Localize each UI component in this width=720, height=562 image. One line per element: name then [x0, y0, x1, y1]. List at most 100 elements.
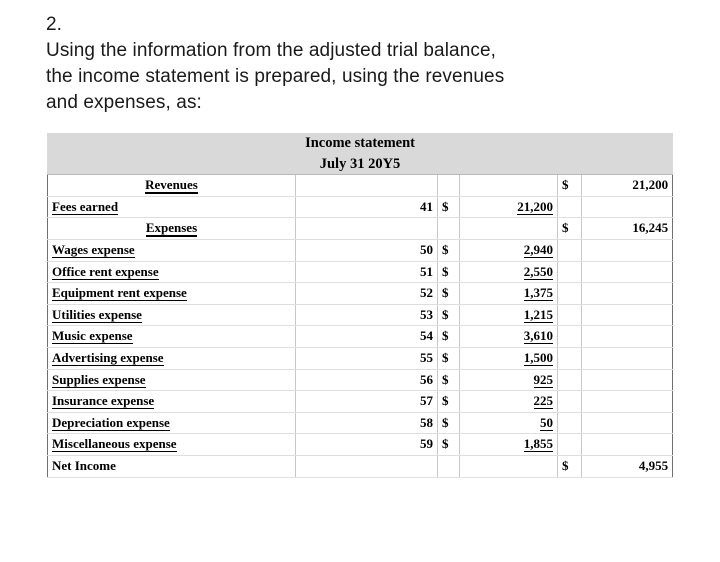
account-number: 41 — [295, 196, 438, 219]
total-value — [580, 196, 674, 219]
total-value: 4,955 — [580, 454, 674, 478]
label-text: Wages expense — [52, 241, 135, 258]
total-currency-symbol — [557, 304, 582, 327]
account-label: Depreciation expense — [47, 412, 296, 435]
label-text: Utilities expense — [52, 306, 142, 323]
label-text: Insurance expense — [52, 393, 155, 410]
statement-row: Miscellaneous expense 59 $1,855 — [47, 433, 674, 456]
statement-row: Fees earned 41 $21,200 — [47, 196, 674, 219]
total-currency-symbol — [557, 325, 582, 348]
statement-row: Music expense 54 $3,610 — [47, 325, 674, 348]
statement-row: Advertising expense 55 $1,500 — [47, 347, 674, 370]
total-value: 16,245 — [580, 217, 674, 240]
total-value — [580, 304, 674, 327]
currency-symbol — [437, 174, 460, 197]
amount-value: 1,375 — [459, 282, 558, 305]
statement-grid: Income statement July 31 20Y5 Revenues $2… — [46, 133, 674, 478]
total-currency-symbol — [557, 390, 582, 413]
account-number: 51 — [295, 261, 438, 284]
total-value — [580, 261, 674, 284]
account-label: Supplies expense — [47, 369, 296, 392]
total-value — [580, 325, 674, 348]
amount-text: 2,550 — [523, 263, 553, 280]
currency-symbol: $ — [437, 282, 460, 305]
amount-text: 225 — [533, 393, 553, 410]
amount-text: 2,940 — [523, 241, 553, 258]
total-currency-symbol — [557, 196, 582, 219]
account-number: 52 — [295, 282, 438, 305]
total-value — [580, 282, 674, 305]
amount-value: 21,200 — [459, 196, 558, 219]
label-text: Miscellaneous expense — [52, 436, 177, 453]
account-number — [295, 454, 438, 478]
amount-value — [459, 217, 558, 240]
total-value — [580, 369, 674, 392]
amount-value: 1,500 — [459, 347, 558, 370]
question-number: 2. — [46, 14, 63, 35]
question-text: Using the information from the adjusted … — [46, 40, 505, 113]
account-number: 54 — [295, 325, 438, 348]
total-value — [580, 433, 674, 456]
label-text: Revenues — [145, 177, 198, 195]
currency-symbol: $ — [437, 325, 460, 348]
currency-symbol: $ — [437, 433, 460, 456]
total-value — [580, 239, 674, 262]
amount-text: 50 — [540, 414, 553, 431]
label-text: Advertising expense — [52, 349, 164, 366]
statement-row: Office rent expense 51 $2,550 — [47, 261, 674, 284]
account-number: 53 — [295, 304, 438, 327]
account-label: Equipment rent expense — [47, 282, 296, 305]
total-currency-symbol: $ — [557, 174, 582, 197]
label-text: Music expense — [52, 328, 133, 345]
currency-symbol: $ — [437, 261, 460, 284]
statement-row: Utilities expense 53 $1,215 — [47, 304, 674, 327]
label-text: Office rent expense — [52, 263, 159, 280]
total-currency-symbol — [557, 282, 582, 305]
amount-value — [459, 454, 558, 478]
statement-title-line1: Income statement — [46, 133, 674, 154]
currency-symbol: $ — [437, 196, 460, 219]
account-label: Miscellaneous expense — [47, 433, 296, 456]
section-heading: Revenues — [47, 174, 296, 197]
label-text: Fees earned — [52, 198, 119, 215]
statement-row: Insurance expense 57 $225 — [47, 390, 674, 413]
total-currency-symbol — [557, 239, 582, 262]
total-currency-symbol — [557, 369, 582, 392]
currency-symbol: $ — [437, 369, 460, 392]
account-label: Insurance expense — [47, 390, 296, 413]
amount-text: 21,200 — [517, 198, 553, 215]
statement-row-section: Expenses $16,245 — [47, 217, 674, 240]
label-text: Supplies expense — [52, 371, 146, 388]
account-number: 50 — [295, 239, 438, 262]
income-statement-table: Income statement July 31 20Y5 Revenues $2… — [46, 133, 674, 478]
total-currency-symbol: $ — [557, 454, 582, 478]
label-text: Net Income — [52, 457, 116, 473]
amount-value: 925 — [459, 369, 558, 392]
total-currency-symbol: $ — [557, 217, 582, 240]
label-text: Equipment rent expense — [52, 285, 187, 302]
total-value — [580, 412, 674, 435]
total-currency-symbol — [557, 433, 582, 456]
statement-row: Equipment rent expense 52 $1,375 — [47, 282, 674, 305]
account-label: Fees earned — [47, 196, 296, 219]
account-number — [295, 174, 438, 197]
question-block: 2. Using the information from the adjust… — [46, 12, 686, 116]
account-number — [295, 217, 438, 240]
statement-title-row-2: July 31 20Y5 — [46, 153, 674, 176]
statement-title-line2: July 31 20Y5 — [46, 153, 674, 176]
label-text: Expenses — [145, 220, 198, 238]
account-label: Music expense — [47, 325, 296, 348]
statement-row: Supplies expense 56 $925 — [47, 369, 674, 392]
amount-text: 1,855 — [523, 436, 553, 453]
amount-value: 3,610 — [459, 325, 558, 348]
currency-symbol: $ — [437, 347, 460, 370]
amount-value: 2,550 — [459, 261, 558, 284]
statement-body: Revenues $21,200 Fees earned 41 $21,200 Expen… — [47, 174, 674, 478]
amount-text: 3,610 — [523, 328, 553, 345]
currency-symbol — [437, 454, 460, 478]
account-label: Office rent expense — [47, 261, 296, 284]
account-number: 56 — [295, 369, 438, 392]
account-label: Advertising expense — [47, 347, 296, 370]
amount-value: 50 — [459, 412, 558, 435]
currency-symbol: $ — [437, 390, 460, 413]
